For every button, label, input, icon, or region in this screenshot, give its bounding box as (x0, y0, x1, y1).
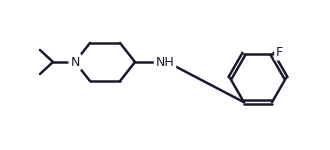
Text: F: F (276, 46, 282, 59)
Text: N: N (70, 56, 80, 69)
Text: NH: NH (156, 56, 174, 69)
